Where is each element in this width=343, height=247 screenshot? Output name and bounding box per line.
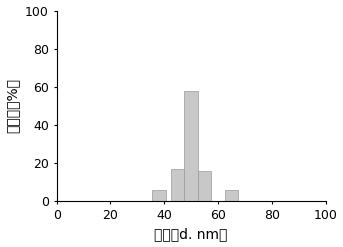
Bar: [184, 91, 198, 201]
Bar: [198, 171, 211, 201]
Bar: [152, 190, 166, 201]
Y-axis label: 百分比（%）: 百分比（%）: [5, 78, 20, 133]
Bar: [225, 190, 238, 201]
X-axis label: 粒径（d. nm）: 粒径（d. nm）: [154, 227, 228, 242]
Bar: [171, 169, 184, 201]
